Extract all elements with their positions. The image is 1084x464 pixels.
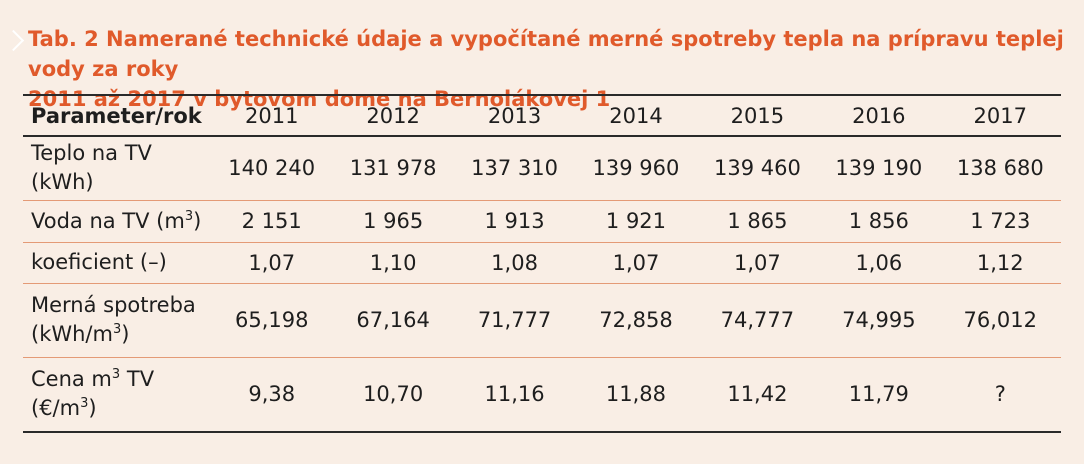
row-label-text: ) [121,322,130,346]
row-label: Teplo na TV (kWh) [23,136,211,201]
header-year: 2016 [818,94,940,137]
table-cell: 139 190 [818,136,940,201]
table-cell: 11,79 [818,357,940,433]
table-row-teplo: Teplo na TV (kWh) 140 240 131 978 137 31… [23,136,1061,201]
superscript: 3 [111,367,121,383]
table-cell: 67,164 [332,283,454,358]
table-cell: 1 965 [332,200,454,243]
table-cell: 137 310 [453,136,576,201]
table-cell: 1,08 [453,242,576,284]
row-label-text: (€/m [31,396,81,421]
table-cell: 1,06 [818,242,940,284]
table-cell: 11,88 [575,357,697,433]
row-label: Merná spotreba (kWh/m3) [23,283,211,358]
table-cell: 10,70 [332,357,454,433]
table-row-cena: Cena m3 TV (€/m3) 9,38 10,70 11,16 11,88… [23,357,1061,433]
table-cell: 76,012 [939,283,1061,358]
table-cell: 65,198 [211,283,333,358]
header-year: 2015 [696,94,819,137]
row-label: Cena m3 TV (€/m3) [23,357,211,433]
table-cell: 140 240 [211,136,333,201]
table-cell: 1 723 [939,200,1061,243]
row-label: koeficient (–) [23,242,211,284]
chevron-right-icon [2,29,25,52]
row-label-line-2: (kWh) [31,170,94,195]
table-row-koeficient: koeficient (–) 1,07 1,10 1,08 1,07 1,07 … [23,242,1061,284]
table-cell: 11,42 [696,357,819,433]
table-cell: 72,858 [575,283,697,358]
table-cell: 139 460 [696,136,819,201]
table-cell: 1,07 [575,242,697,284]
header-year: 2011 [211,94,333,137]
table-cell: 1,07 [696,242,819,284]
table-cell: 131 978 [332,136,454,201]
table-cell: 1,12 [939,242,1061,284]
table-cell: 1 856 [818,200,940,243]
table-cell: 9,38 [211,357,333,433]
row-label-text: ) [88,396,97,421]
header-year: 2013 [453,94,576,137]
row-label-line-1: Teplo na TV [31,141,152,166]
data-table: Parameter/rok 2011 2012 2013 2014 2015 2… [23,94,1061,433]
row-label-text: ) [193,208,202,233]
row-label: Voda na TV (m3) [23,200,211,243]
table-cell: 1,10 [332,242,454,284]
superscript: 3 [112,322,122,337]
superscript: 3 [184,208,194,224]
caption-line-1: Tab. 2 Namerané technické údaje a vypočí… [28,27,1064,81]
row-label-text: Voda na TV (m [31,208,185,233]
table-cell: ? [939,357,1061,433]
row-label-text: TV [120,367,155,392]
table-cell: 2 151 [211,200,333,243]
header-year: 2014 [575,94,697,137]
table-cell: 71,777 [453,283,576,358]
header-param: Parameter/rok [23,94,211,137]
table-cell: 11,16 [453,357,576,433]
table-cell: 74,777 [696,283,819,358]
table-cell: 1 921 [575,200,697,243]
row-label-text: (kWh/m [31,322,113,346]
table-row-voda: Voda na TV (m3) 2 151 1 965 1 913 1 921 … [23,200,1061,243]
table-cell: 74,995 [818,283,940,358]
table-header-row: Parameter/rok 2011 2012 2013 2014 2015 2… [23,94,1061,137]
row-label-line-1: Merná spotreba [31,293,196,317]
row-label-text: Cena m [31,367,112,392]
header-year: 2017 [939,94,1061,137]
table-cell: 1,07 [211,242,333,284]
table-cell: 1 865 [696,200,819,243]
table-cell: 138 680 [939,136,1061,201]
table-cell: 1 913 [453,200,576,243]
table-row-merna-spotreba: Merná spotreba (kWh/m3) 65,198 67,164 71… [23,283,1061,358]
header-year: 2012 [332,94,454,137]
superscript: 3 [80,396,89,412]
table-cell: 139 960 [575,136,697,201]
